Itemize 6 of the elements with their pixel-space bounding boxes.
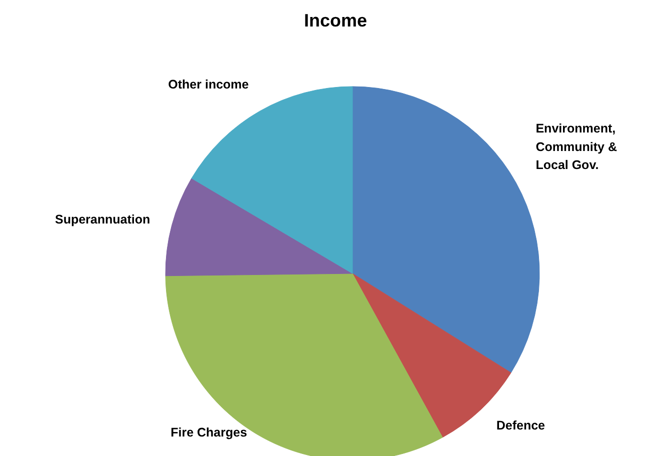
- slice-label: Fire Charges: [170, 426, 248, 440]
- slice-label: Defence: [496, 418, 546, 433]
- chart-title: Income: [304, 10, 368, 30]
- slice-label: Environment, Community & Local Gov.: [536, 122, 617, 172]
- slice-label: Other income: [168, 78, 249, 92]
- slice-label: Superannuation: [55, 212, 150, 227]
